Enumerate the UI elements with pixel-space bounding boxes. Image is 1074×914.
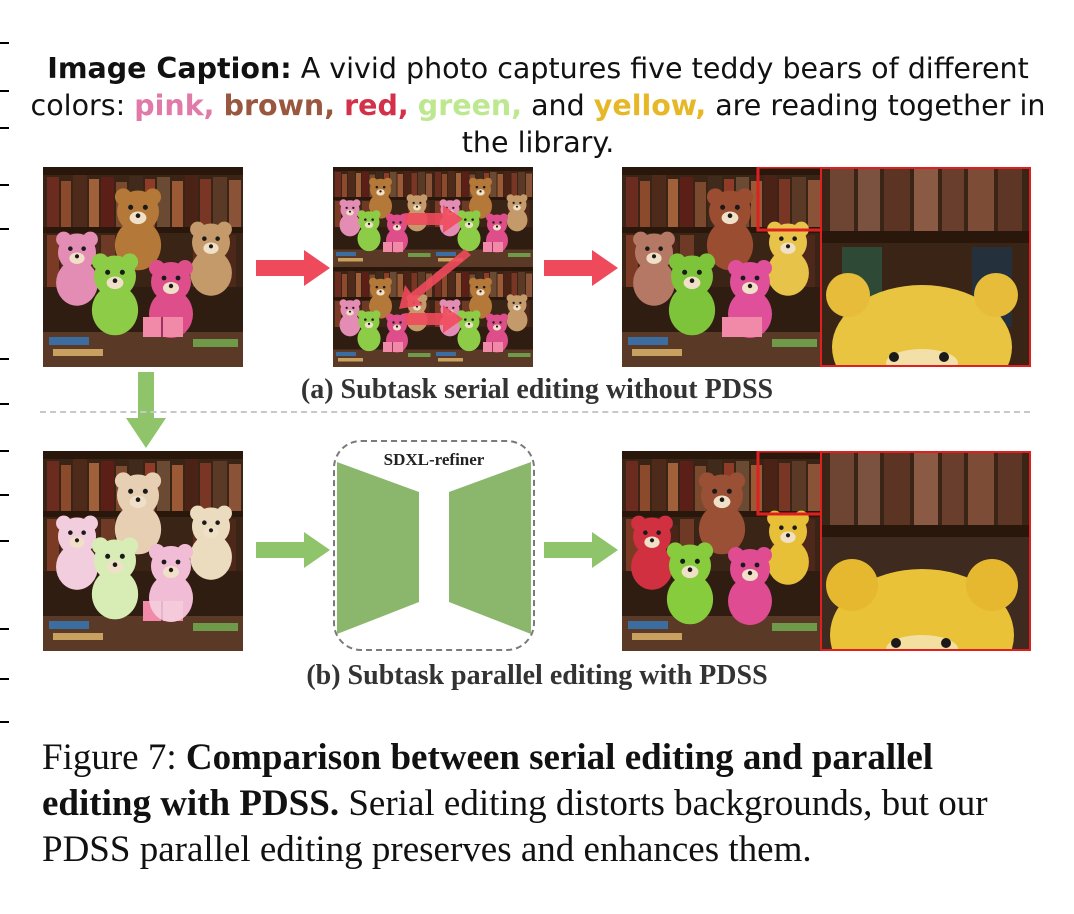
refiner-label: SDXL-refiner	[383, 450, 485, 469]
caption-text-b: are reading together in the library.	[461, 89, 1046, 159]
left-margin-ticks	[0, 0, 12, 914]
section-divider	[40, 411, 1030, 413]
figure-caption-bold: Comparison between serial editing and pa…	[42, 737, 934, 824]
caption-word-green: green,	[417, 89, 523, 122]
output-image-a	[622, 167, 822, 367]
caption-word-brown: brown,	[223, 89, 336, 122]
figure-caption-rest: Serial editing distorts backgrounds, but…	[42, 783, 988, 870]
arrow-right-red-1	[256, 250, 330, 286]
sdxl-refiner-block: SDXL-refiner	[333, 440, 535, 651]
decoder-shape	[449, 462, 531, 634]
arrow-right-green-1	[256, 532, 330, 568]
caption-and: and	[522, 89, 594, 122]
caption-text-a: A vivid photo captures five teddy bears …	[30, 52, 1029, 122]
subcaption-b: (b) Subtask parallel editing with PDSS	[306, 660, 768, 691]
figure-number: Figure 7:	[42, 737, 186, 778]
zoom-crop-b	[820, 451, 1031, 651]
encoder-shape	[337, 462, 419, 634]
figure-caption: Figure 7: Comparison between serial edit…	[42, 735, 1042, 873]
subcaption-a: (a) Subtask serial editing without PDSS	[300, 374, 774, 405]
output-image-b	[622, 451, 822, 651]
caption-word-yellow: yellow,	[593, 89, 707, 122]
input-image-a	[43, 167, 243, 367]
arrow-down-green	[126, 372, 166, 448]
caption-word-red: red,	[344, 89, 409, 122]
serial-steps-grid	[333, 167, 533, 367]
caption-lead: Image Caption:	[47, 52, 292, 85]
image-caption: Image Caption: A vivid photo captures fi…	[20, 50, 1056, 161]
caption-word-pink: pink,	[134, 89, 215, 122]
zoom-crop-a	[820, 167, 1031, 367]
arrow-right-red-2	[544, 250, 618, 286]
input-image-b	[43, 451, 243, 651]
arrow-right-green-2	[544, 532, 618, 568]
